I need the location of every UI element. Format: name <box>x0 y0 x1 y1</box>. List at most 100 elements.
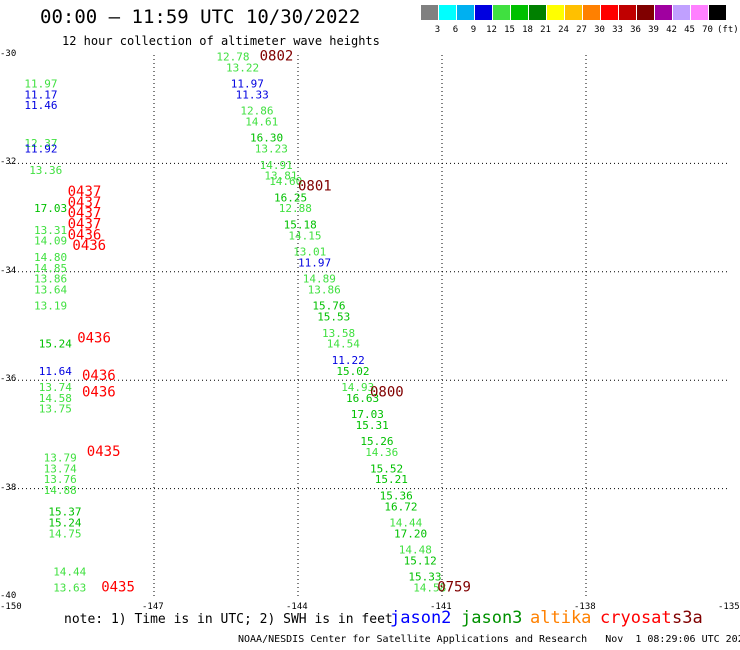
wave-height-label: 14.58 <box>413 582 446 595</box>
wave-height-label: 17.20 <box>394 527 427 540</box>
wave-height-label: 12.88 <box>279 202 312 215</box>
pass-time-label: 0435 <box>101 580 135 596</box>
legend-label: 6 <box>452 25 459 35</box>
wave-height-label: 14.75 <box>48 527 81 540</box>
wave-height-label: 13.01 <box>293 246 326 259</box>
pass-time-label: 0759 <box>437 580 471 596</box>
satellite-altika: altika <box>530 608 592 628</box>
wave-height-label: 15.12 <box>404 554 437 567</box>
wave-height-label: 13.81 <box>264 170 297 183</box>
wave-height-label: 14.61 <box>245 115 278 128</box>
legend-label: 39 <box>648 25 659 35</box>
wave-height-label: 13.74 <box>44 462 77 475</box>
legend-unit: (ft) <box>717 25 739 35</box>
wave-height-label: 17.03 <box>34 202 67 215</box>
legend-swatch <box>601 5 618 20</box>
wave-height-label: 16.25 <box>274 191 307 204</box>
wave-height-label: 11.97 <box>298 256 331 269</box>
legend-label: 30 <box>594 25 605 35</box>
wave-height-label: 14.09 <box>34 235 67 248</box>
wave-height-label: 11.92 <box>24 143 57 156</box>
wave-height-label: 14.91 <box>260 159 293 172</box>
satellite-s3a: s3a <box>672 608 703 628</box>
wave-height-label: 15.53 <box>317 311 350 324</box>
wave-height-label: 14.15 <box>288 229 321 242</box>
wave-height-label: 12.86 <box>240 105 273 118</box>
wave-height-label: 15.26 <box>360 435 393 448</box>
wave-height-label: 14.54 <box>327 338 360 351</box>
wave-height-label: 13.22 <box>226 61 259 74</box>
wave-height-label: 16.72 <box>384 500 417 513</box>
wave-height-label: 13.58 <box>322 327 355 340</box>
pass-time-label: 0436 <box>77 330 111 346</box>
chart-subtitle: 12 hour collection of altimeter wave hei… <box>62 34 380 48</box>
y-tick-label: -36 <box>0 374 17 385</box>
legend-swatch <box>457 5 474 20</box>
legend-label: 36 <box>630 25 641 35</box>
pass-time-label: 0800 <box>370 384 404 400</box>
x-tick-label: -147 <box>142 602 164 612</box>
pass-time-label: 0437 <box>68 195 102 211</box>
wave-height-label: 14.48 <box>399 544 432 557</box>
legend-label: 9 <box>470 25 477 35</box>
y-tick-label: -38 <box>0 482 17 493</box>
legend-swatch <box>655 5 672 20</box>
wave-height-label: 15.02 <box>336 365 369 378</box>
wave-height-label: 16.30 <box>250 132 283 145</box>
legend-label: 70 <box>702 25 713 35</box>
wave-height-label: 17.03 <box>351 408 384 421</box>
legend-swatch <box>709 5 726 20</box>
wave-height-label: 14.85 <box>34 262 67 275</box>
wave-height-label: 14.88 <box>44 484 77 497</box>
wave-height-label: 15.36 <box>380 489 413 502</box>
wave-height-label: 13.75 <box>39 403 72 416</box>
wave-height-label: 12.37 <box>24 137 57 150</box>
legend-label: 33 <box>612 25 623 35</box>
wave-height-label: 15.76 <box>312 300 345 313</box>
satellite-cryosat: cryosat <box>600 608 672 628</box>
satellite-jason3: jason3 <box>461 608 523 628</box>
y-tick-label: -40 <box>0 591 17 601</box>
pass-time-label: 0437 <box>68 206 102 222</box>
wave-height-label: 15.24 <box>48 517 81 530</box>
y-tick-label: -34 <box>0 265 17 276</box>
legend-swatch <box>475 5 492 20</box>
legend-label: 21 <box>540 25 551 35</box>
pass-time-label: 0802 <box>260 48 294 64</box>
wave-height-label: 13.23 <box>255 143 288 156</box>
x-tick-label: -144 <box>286 602 308 612</box>
wave-height-label: 13.19 <box>34 300 67 313</box>
wave-height-label: 11.46 <box>24 99 57 112</box>
wave-height-label: 15.37 <box>48 506 81 519</box>
wave-height-label: 13.79 <box>44 452 77 465</box>
pass-time-label: 0436 <box>68 227 102 243</box>
pass-time-label: 0435 <box>87 444 121 460</box>
legend-swatch <box>511 5 528 20</box>
wave-height-label: 15.24 <box>39 338 72 351</box>
legend-label: 15 <box>504 25 515 35</box>
legend-swatch <box>619 5 636 20</box>
legend-swatch <box>529 5 546 20</box>
pass-time-label: 0436 <box>72 238 106 254</box>
legend-label: 24 <box>558 25 569 35</box>
pass-time-label: 0437 <box>68 184 102 200</box>
wave-height-label: 14.36 <box>365 446 398 459</box>
satellite-jason2: jason2 <box>390 608 452 628</box>
y-tick-label: -32 <box>0 157 17 168</box>
wave-height-label: 13.31 <box>34 224 67 237</box>
wave-height-label: 11.22 <box>332 354 365 367</box>
x-tick-label: -135 <box>718 602 740 612</box>
legend-swatch <box>421 5 438 20</box>
wave-height-label: 15.31 <box>356 419 389 432</box>
footnote: note: 1) Time is in UTC; 2) SWH is in fe… <box>64 612 393 627</box>
legend-label: 27 <box>576 25 587 35</box>
wave-height-label: 15.33 <box>408 571 441 584</box>
wave-height-label: 11.97 <box>24 78 57 91</box>
legend-label: 18 <box>522 25 533 35</box>
wave-height-label: 11.17 <box>24 88 57 101</box>
legend-swatch <box>673 5 690 20</box>
pass-time-label: 0436 <box>82 384 116 400</box>
wave-height-label: 13.86 <box>308 283 341 296</box>
pass-time-label: 0436 <box>82 368 116 384</box>
